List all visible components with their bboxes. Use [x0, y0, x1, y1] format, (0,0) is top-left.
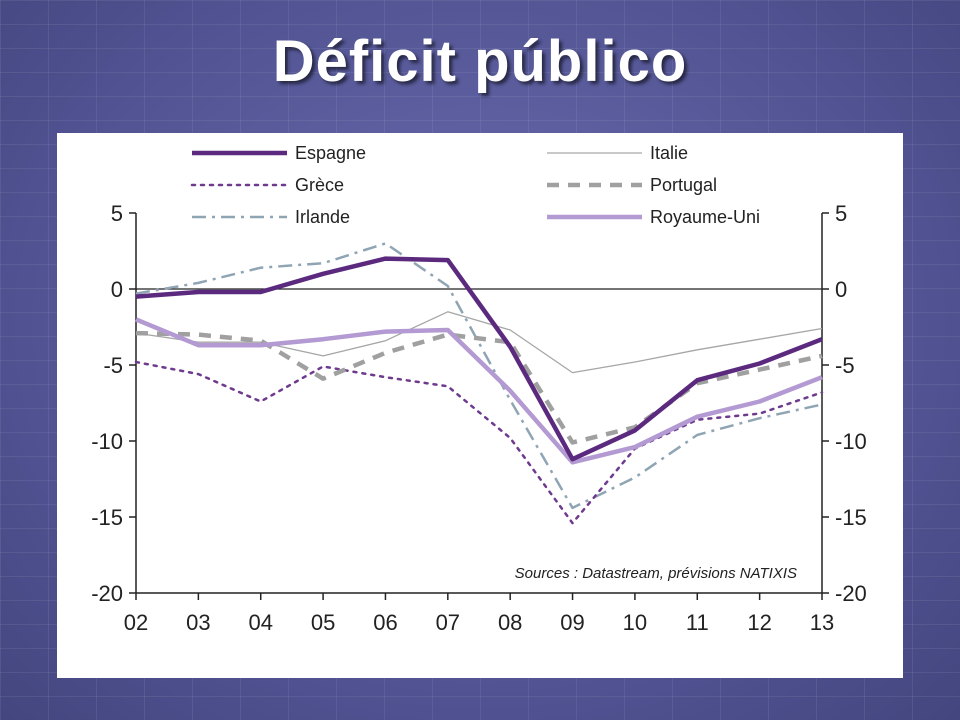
y-tick-label-right: -10: [835, 429, 867, 454]
x-tick-label: 08: [498, 610, 522, 635]
x-tick-label: 09: [560, 610, 584, 635]
series-line-espagne: [135, 256, 823, 462]
chart-legend: Espagne Italie Grèce Portugal Irlande Royaume…: [190, 143, 760, 227]
series-line-gr-ce: [134, 360, 824, 525]
chart-series: [134, 242, 824, 525]
y-tick-label-right: -20: [835, 581, 867, 606]
x-tick-label: 12: [747, 610, 771, 635]
legend-label-gr-ce: Grèce: [295, 175, 344, 195]
x-tick-label: 07: [436, 610, 460, 635]
legend-label-espagne: Espagne: [295, 143, 366, 163]
y-tick-label-right: 0: [835, 277, 847, 302]
x-tick-label: 04: [248, 610, 272, 635]
x-tick-label: 06: [373, 610, 397, 635]
series-line-italie: [135, 311, 823, 374]
x-tick-label: 11: [686, 610, 709, 635]
x-tick-label: 13: [810, 610, 834, 635]
y-tick-label-right: -5: [835, 353, 855, 378]
legend-label-portugal: Portugal: [650, 175, 717, 195]
series-line-royaume-uni: [135, 317, 823, 465]
series-line-irlande: [135, 242, 823, 510]
slide-title: Déficit público: [272, 29, 688, 94]
y-tick-label-left: -20: [91, 581, 123, 606]
series-line-portugal: [135, 330, 823, 445]
y-tick-label-right: -15: [835, 505, 867, 530]
source-note: Sources : Datastream, prévisions NATIXIS: [515, 565, 797, 582]
legend-label-royaume-uni: Royaume-Uni: [650, 207, 760, 227]
y-tick-label-right: 5: [835, 201, 847, 226]
y-tick-label-left: -15: [91, 505, 123, 530]
legend-label-italie: Italie: [650, 143, 688, 163]
x-tick-label: 03: [186, 610, 210, 635]
legend-label-irlande: Irlande: [295, 207, 350, 227]
x-tick-label: 02: [124, 610, 148, 635]
y-tick-label-left: -10: [91, 429, 123, 454]
x-tick-label: 05: [311, 610, 335, 635]
y-tick-label-left: 0: [111, 277, 123, 302]
x-tick-label: 10: [623, 610, 647, 635]
chart-panel: 5 5 0 0 -5 -5 -10 -10 -15 -15 -20 -20 02 03 04 05 06 07 08…: [57, 133, 903, 678]
y-tick-label-left: 5: [111, 201, 123, 226]
y-tick-label-left: -5: [103, 353, 123, 378]
